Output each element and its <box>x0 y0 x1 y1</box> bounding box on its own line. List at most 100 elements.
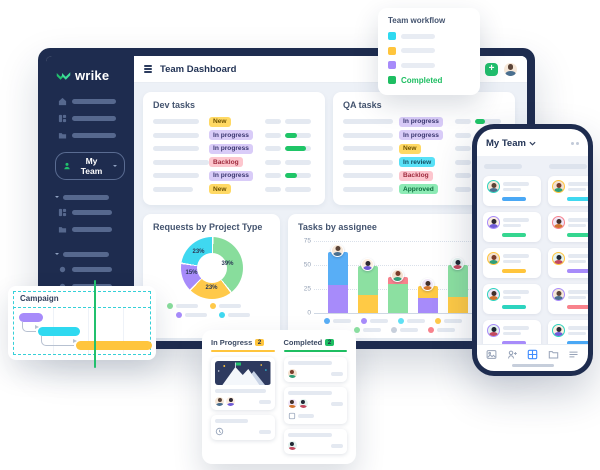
stacked-bar[interactable] <box>418 286 438 313</box>
placeholder-bar <box>568 187 586 191</box>
placeholder-bar <box>568 295 586 299</box>
progress-bar <box>285 146 311 152</box>
phone-task-card[interactable] <box>483 320 541 344</box>
more-options-icon[interactable] <box>570 142 579 145</box>
sidebar-item[interactable] <box>46 110 134 127</box>
menu-icon[interactable] <box>568 349 579 360</box>
phone-title[interactable]: My Team <box>486 138 526 149</box>
task-row[interactable]: In progress <box>153 129 315 143</box>
sidebar-section-header[interactable] <box>46 247 134 261</box>
status-color-swatch <box>388 32 396 40</box>
task-row[interactable]: New <box>153 183 315 197</box>
phone-task-card[interactable] <box>548 176 588 206</box>
stacked-bar[interactable] <box>388 276 408 313</box>
placeholder-bar <box>503 187 521 191</box>
avatar <box>287 441 297 450</box>
sidebar-item[interactable] <box>46 127 134 144</box>
selection-border <box>13 291 151 355</box>
kanban-task-card[interactable] <box>283 357 347 382</box>
sidebar-item[interactable] <box>46 221 134 238</box>
donut-percent-label: 23% <box>205 285 218 291</box>
stacked-bar[interactable] <box>358 265 378 313</box>
phone-task-card[interactable] <box>548 284 588 314</box>
task-row[interactable]: New <box>153 115 315 129</box>
legend-item <box>176 312 207 318</box>
progress-bar <box>285 132 311 138</box>
kanban-count-badge: 2 <box>325 339 334 346</box>
gridline <box>314 265 505 266</box>
legend-label-placeholder <box>185 313 207 317</box>
phone-task-card[interactable] <box>548 212 588 242</box>
panel-title: QA tasks <box>343 100 382 110</box>
card-title-placeholder <box>215 419 249 423</box>
avatar <box>552 324 565 337</box>
phone-task-card[interactable] <box>483 284 541 314</box>
column-header-placeholder <box>484 164 522 169</box>
sidebar-item[interactable] <box>46 93 134 110</box>
workflow-status-row[interactable] <box>388 32 470 40</box>
card-meta-placeholder <box>258 429 271 434</box>
avatar <box>215 397 224 406</box>
task-row[interactable]: In progress <box>153 142 315 156</box>
phone-task-card[interactable] <box>483 212 541 242</box>
folder-icon <box>58 131 67 140</box>
legend-item <box>354 327 381 333</box>
stacked-bar[interactable] <box>448 265 468 313</box>
page-title: Team Dashboard <box>160 63 237 75</box>
gantt-bar-purple[interactable] <box>19 313 43 322</box>
kanban-column-underline <box>283 350 347 352</box>
today-marker-line <box>94 280 96 368</box>
workflow-status-row[interactable] <box>388 46 470 55</box>
card-meta-row <box>215 397 271 406</box>
phone-task-card[interactable] <box>483 248 541 278</box>
gridline <box>314 241 505 242</box>
sidebar-item[interactable] <box>46 204 134 221</box>
progress-fill <box>285 173 297 179</box>
phone-task-card[interactable] <box>483 176 541 206</box>
task-row[interactable]: In progress <box>153 169 315 183</box>
team-workflow-popup: Team workflow Completed <box>378 8 480 95</box>
status-badge: Backlog <box>399 170 433 181</box>
kanban-task-card[interactable] <box>283 387 347 424</box>
avatar <box>287 369 297 378</box>
status-badge: In review <box>399 157 436 168</box>
stacked-bar[interactable] <box>328 251 348 313</box>
gantt-bar-yellow[interactable] <box>76 341 152 350</box>
home-indicator[interactable] <box>511 364 554 367</box>
gantt-card[interactable]: Campaign <box>8 280 156 368</box>
gantt-bar-cyan[interactable] <box>38 327 80 336</box>
media-icon[interactable] <box>486 349 497 360</box>
menu-icon[interactable] <box>144 65 152 73</box>
workflow-status-row[interactable] <box>388 61 470 69</box>
panel-requests-by-project-type: Requests by Project Type 39% 23% 15% 23% <box>143 214 280 338</box>
legend-dot <box>435 318 441 324</box>
add-button[interactable]: + <box>485 62 498 76</box>
phone-column-right <box>548 162 588 344</box>
my-team-button[interactable]: My Team <box>55 152 125 180</box>
phone-task-card[interactable] <box>548 248 588 278</box>
card-progress-bar <box>567 233 588 237</box>
legend-row <box>167 303 270 309</box>
placeholder-bar <box>568 259 586 263</box>
contacts-icon[interactable] <box>507 349 518 360</box>
phone-task-card[interactable] <box>548 320 588 344</box>
sidebar-section-header[interactable] <box>46 190 134 204</box>
card-meta-row <box>287 369 343 378</box>
grid-icon[interactable] <box>527 349 538 360</box>
sidebar-item[interactable] <box>46 261 134 278</box>
assignee-placeholder <box>455 146 471 152</box>
kanban-column-underline <box>211 350 275 352</box>
user-avatar[interactable] <box>504 62 517 76</box>
kanban-task-card[interactable] <box>211 357 275 410</box>
folder-icon[interactable] <box>548 349 559 360</box>
chevron-down-icon[interactable] <box>529 140 536 147</box>
workflow-status-row[interactable]: Completed <box>388 76 470 85</box>
task-row[interactable]: Backlog <box>153 156 315 170</box>
status-badge: New <box>209 184 231 195</box>
task-row[interactable]: In progress <box>343 115 505 129</box>
kanban-task-card[interactable] <box>283 429 347 454</box>
card-progress-bar <box>502 269 526 273</box>
kanban-task-card[interactable] <box>211 415 275 440</box>
folder-icon <box>58 225 67 234</box>
legend-dot <box>391 327 397 333</box>
